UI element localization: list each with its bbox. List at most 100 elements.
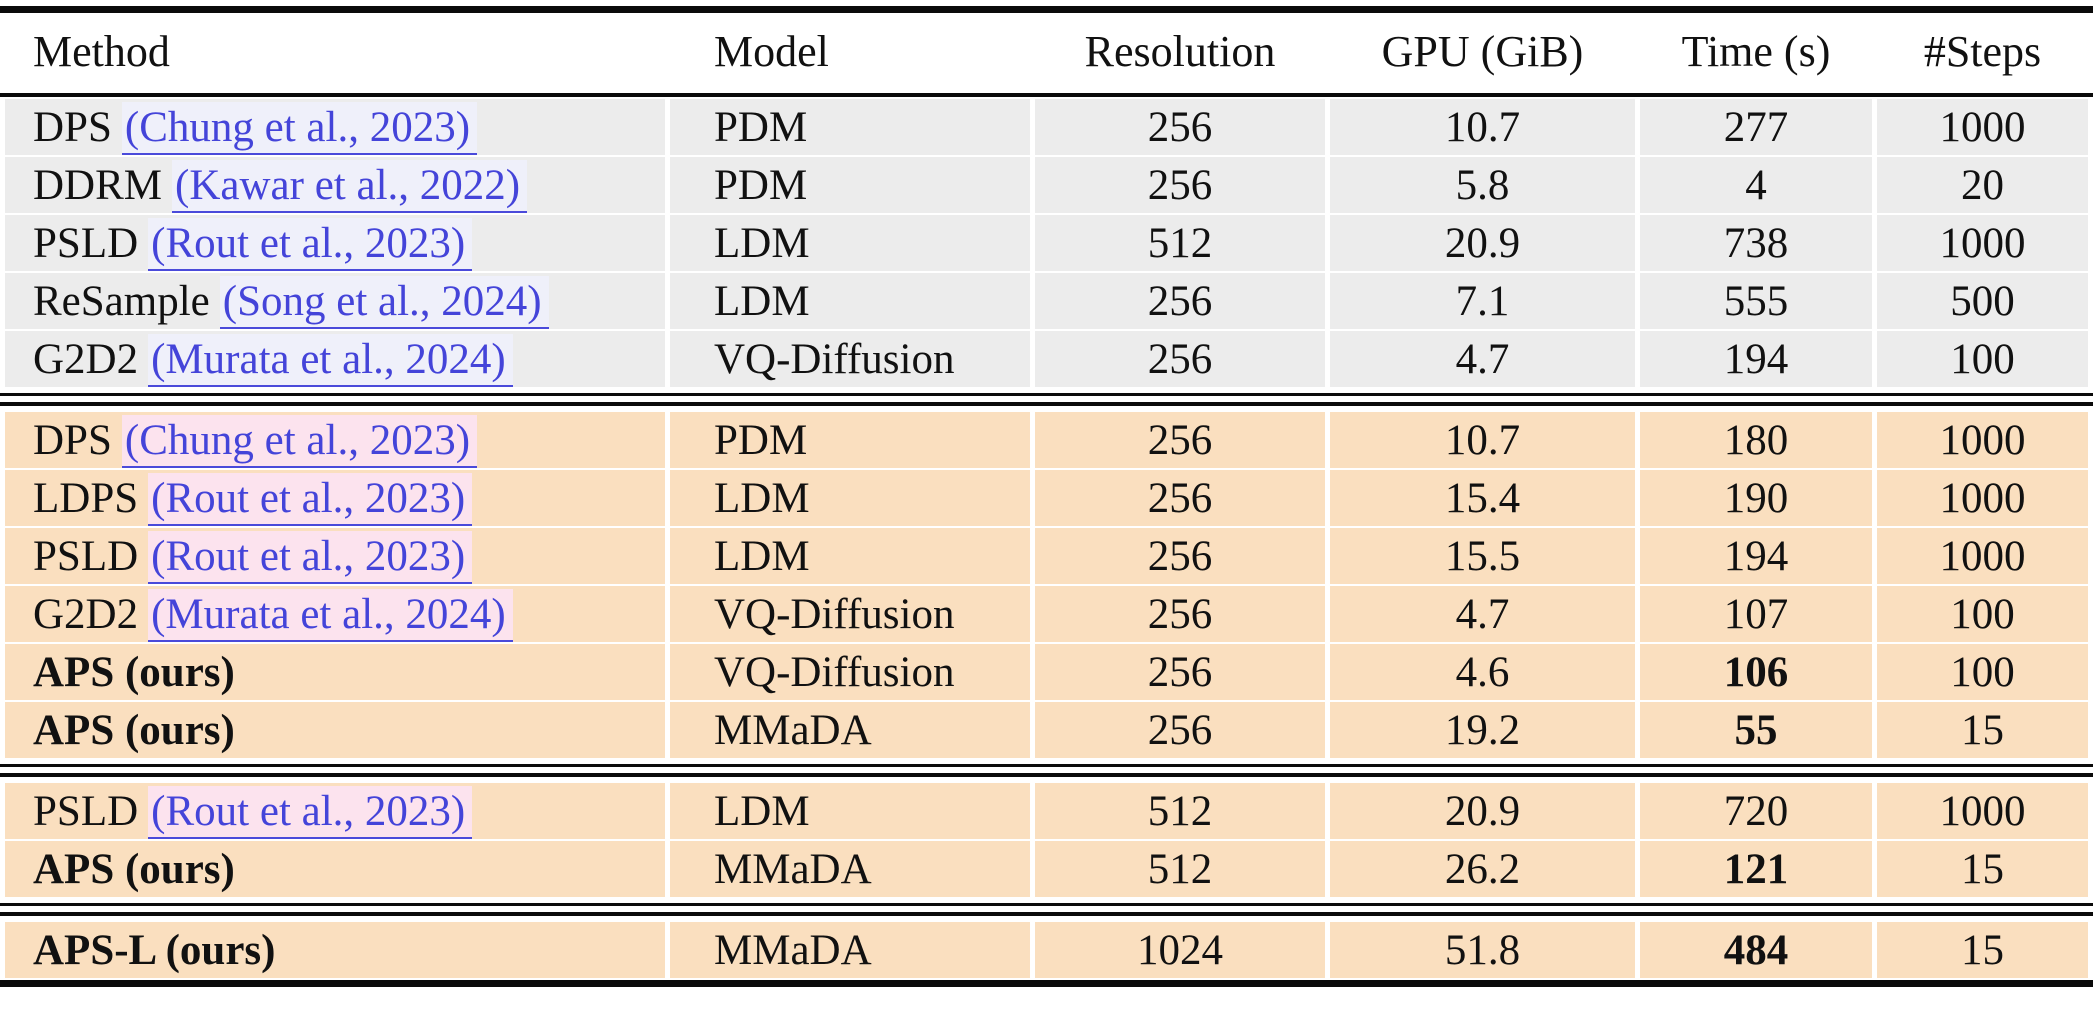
- citation-link[interactable]: (Rout et al., 2023): [148, 217, 473, 271]
- method-name: G2D2: [33, 335, 139, 383]
- citation-link[interactable]: (Rout et al., 2023): [148, 785, 473, 839]
- method-name: DPS: [33, 416, 112, 464]
- method-cell: DPS (Chung et al., 2023): [5, 412, 665, 468]
- time-cell: 720: [1640, 783, 1872, 839]
- gpu-cell: 19.2: [1330, 702, 1635, 758]
- steps-cell: 1000: [1877, 470, 2088, 526]
- time-cell: 55: [1640, 702, 1872, 758]
- gpu-cell: 4.7: [1330, 586, 1635, 642]
- steps-cell: 15: [1877, 702, 2088, 758]
- method-cell: PSLD (Rout et al., 2023): [5, 215, 665, 271]
- method-cell: DDRM (Kawar et al., 2022): [5, 157, 665, 213]
- resolution-cell: 512: [1035, 215, 1325, 271]
- time-cell: 190: [1640, 470, 1872, 526]
- time-cell: 4: [1640, 157, 1872, 213]
- gpu-cell: 4.7: [1330, 331, 1635, 387]
- model-cell: MMaDA: [670, 841, 1030, 897]
- steps-cell: 100: [1877, 331, 2088, 387]
- model-cell: LDM: [670, 273, 1030, 329]
- time-cell: 277: [1640, 99, 1872, 155]
- gpu-cell: 5.8: [1330, 157, 1635, 213]
- resolution-cell: 512: [1035, 783, 1325, 839]
- method-name: PSLD: [33, 787, 139, 835]
- steps-cell: 100: [1877, 644, 2088, 700]
- citation-link[interactable]: (Rout et al., 2023): [148, 472, 473, 526]
- gpu-cell: 20.9: [1330, 215, 1635, 271]
- section-latent-256: DPS (Chung et al., 2023) PDM 256 10.7 180…: [0, 410, 2093, 760]
- time-cell: 106: [1640, 644, 1872, 700]
- table-row: PSLD (Rout et al., 2023) LDM 256 15.5 194…: [5, 528, 2088, 584]
- table-row: APS (ours) VQ-Diffusion 256 4.6 106 100: [5, 644, 2088, 700]
- header-method: Method: [5, 15, 665, 89]
- header-steps: #Steps: [1877, 15, 2088, 89]
- header-time: Time (s): [1640, 15, 1872, 89]
- citation-link[interactable]: (Rout et al., 2023): [148, 530, 473, 584]
- steps-cell: 15: [1877, 841, 2088, 897]
- section-divider: [0, 764, 2093, 777]
- table-row: DPS (Chung et al., 2023) PDM 256 10.7 277…: [5, 99, 2088, 155]
- time-cell: 194: [1640, 528, 1872, 584]
- table-row: APS (ours) MMaDA 512 26.2 121 15: [5, 841, 2088, 897]
- steps-cell: 100: [1877, 586, 2088, 642]
- model-cell: PDM: [670, 412, 1030, 468]
- steps-cell: 15: [1877, 922, 2088, 978]
- time-cell: 107: [1640, 586, 1872, 642]
- method-name: PSLD: [33, 532, 139, 580]
- header-row: Method Model Resolution GPU (GiB) Time (…: [5, 15, 2088, 89]
- citation-link[interactable]: (Chung et al., 2023): [121, 414, 478, 468]
- resolution-cell: 256: [1035, 157, 1325, 213]
- method-cell: G2D2 (Murata et al., 2024): [5, 331, 665, 387]
- resolution-cell: 256: [1035, 99, 1325, 155]
- resolution-cell: 256: [1035, 528, 1325, 584]
- gpu-cell: 4.6: [1330, 644, 1635, 700]
- section-divider: [0, 903, 2093, 916]
- method-name: APS (ours): [33, 648, 235, 696]
- time-cell: 180: [1640, 412, 1872, 468]
- table-row: ReSample (Song et al., 2024) LDM 256 7.1 …: [5, 273, 2088, 329]
- table-header: Method Model Resolution GPU (GiB) Time (…: [0, 13, 2093, 91]
- header-bottom-rule: [0, 93, 2093, 97]
- citation-link[interactable]: (Murata et al., 2024): [148, 588, 513, 642]
- method-name: APS (ours): [33, 706, 235, 754]
- model-cell: VQ-Diffusion: [670, 644, 1030, 700]
- gpu-cell: 20.9: [1330, 783, 1635, 839]
- table-row: APS (ours) MMaDA 256 19.2 55 15: [5, 702, 2088, 758]
- method-cell: LDPS (Rout et al., 2023): [5, 470, 665, 526]
- model-cell: LDM: [670, 215, 1030, 271]
- method-name: APS (ours): [33, 845, 235, 893]
- method-cell: DPS (Chung et al., 2023): [5, 99, 665, 155]
- gpu-cell: 10.7: [1330, 412, 1635, 468]
- model-cell: PDM: [670, 99, 1030, 155]
- table-row: G2D2 (Murata et al., 2024) VQ-Diffusion 2…: [5, 331, 2088, 387]
- citation-link[interactable]: (Kawar et al., 2022): [172, 159, 528, 213]
- time-cell: 121: [1640, 841, 1872, 897]
- steps-cell: 1000: [1877, 412, 2088, 468]
- method-cell: G2D2 (Murata et al., 2024): [5, 586, 665, 642]
- resolution-cell: 256: [1035, 470, 1325, 526]
- model-cell: VQ-Diffusion: [670, 331, 1030, 387]
- method-cell: APS (ours): [5, 644, 665, 700]
- citation-link[interactable]: (Song et al., 2024): [219, 275, 549, 329]
- steps-cell: 1000: [1877, 99, 2088, 155]
- table-row: DDRM (Kawar et al., 2022) PDM 256 5.8 4 2…: [5, 157, 2088, 213]
- citation-link[interactable]: (Chung et al., 2023): [121, 101, 478, 155]
- time-cell: 194: [1640, 331, 1872, 387]
- resolution-cell: 256: [1035, 331, 1325, 387]
- method-cell: APS-L (ours): [5, 922, 665, 978]
- method-name: DPS: [33, 103, 112, 151]
- method-name: LDPS: [33, 474, 139, 522]
- model-cell: VQ-Diffusion: [670, 586, 1030, 642]
- time-cell: 738: [1640, 215, 1872, 271]
- steps-cell: 500: [1877, 273, 2088, 329]
- method-cell: PSLD (Rout et al., 2023): [5, 783, 665, 839]
- table-row: LDPS (Rout et al., 2023) LDM 256 15.4 190…: [5, 470, 2088, 526]
- citation-link[interactable]: (Murata et al., 2024): [148, 333, 513, 387]
- model-cell: LDM: [670, 470, 1030, 526]
- table-bottom-rule: [0, 980, 2093, 987]
- resolution-cell: 256: [1035, 644, 1325, 700]
- table-top-rule: [0, 6, 2093, 13]
- resolution-cell: 256: [1035, 586, 1325, 642]
- gpu-cell: 51.8: [1330, 922, 1635, 978]
- method-cell: PSLD (Rout et al., 2023): [5, 528, 665, 584]
- method-name: G2D2: [33, 590, 139, 638]
